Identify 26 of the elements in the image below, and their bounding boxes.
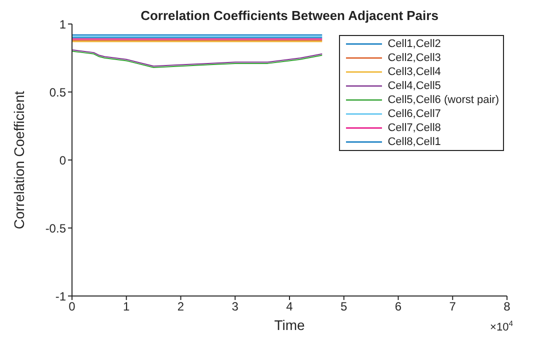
x-tick-label: 8 <box>504 300 511 314</box>
legend-label: Cell3,Cell4 <box>388 66 441 78</box>
x-tick-label: 3 <box>232 300 239 314</box>
legend-label: Cell1,Cell2 <box>388 38 441 50</box>
y-tick-label: 0 <box>59 153 66 168</box>
legend-label: Cell5,Cell6 (worst pair) <box>388 94 499 106</box>
x-axis-title: Time <box>274 317 305 333</box>
legend-label: Cell8,Cell1 <box>388 136 441 148</box>
legend-label: Cell6,Cell7 <box>388 108 441 120</box>
y-tick-label: -1 <box>55 289 66 304</box>
y-axis-title: Correlation Coefficient <box>11 90 27 230</box>
legend-label: Cell2,Cell3 <box>388 52 441 64</box>
chart-title: Correlation Coefficients Between Adjacent Pairs <box>140 8 438 23</box>
y-tick-label: 0.5 <box>49 85 66 100</box>
x-tick-label: 4 <box>286 300 294 314</box>
legend-label: Cell7,Cell8 <box>388 122 441 134</box>
x-tick-label: 2 <box>177 300 184 314</box>
x-tick-label: 0 <box>68 300 76 314</box>
y-tick-label: -0.5 <box>45 221 66 236</box>
legend-label: Cell4,Cell5 <box>388 80 441 92</box>
x-tick-label: 6 <box>394 300 402 314</box>
x-tick-label: 5 <box>340 300 348 314</box>
x-tick-label: 1 <box>123 300 130 314</box>
y-tick-label: 1 <box>59 17 66 32</box>
x-tick-label: 7 <box>449 300 456 314</box>
text: ×10$^{4}$ <box>490 319 513 334</box>
